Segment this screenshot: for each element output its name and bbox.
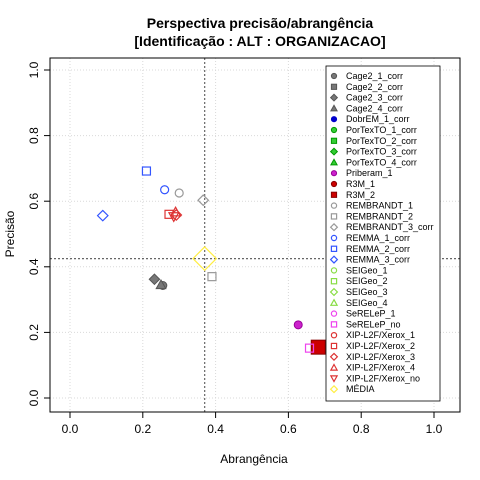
legend-symbol bbox=[330, 191, 338, 198]
x-tick-label: 0.8 bbox=[353, 422, 370, 436]
legend-symbol bbox=[330, 126, 338, 134]
legend-symbol bbox=[330, 104, 338, 112]
legend-entry: R3M_2 bbox=[346, 190, 375, 200]
chart-title: Perspectiva precisão/abrangência bbox=[147, 15, 374, 31]
point-remma-2-corr bbox=[141, 166, 152, 176]
legend-box bbox=[325, 65, 441, 402]
legend-symbol bbox=[329, 93, 339, 102]
legend-entry: REMMA_3_corr bbox=[346, 255, 410, 265]
legend-symbol bbox=[330, 202, 338, 209]
legend-entry: XIP-L2F/Xerox_no bbox=[346, 373, 420, 383]
chart-subtitle: [Identificação : ALT : ORGANIZACAO] bbox=[134, 33, 385, 49]
x-tick-label: 0.6 bbox=[280, 422, 297, 436]
legend-entry: PorTexTO_2_corr bbox=[346, 136, 417, 146]
legend-symbol bbox=[330, 234, 338, 242]
legend: Cage2_1_corrCage2_2_corrCage2_3_corrCage… bbox=[325, 65, 441, 402]
legend-entry: PorTexTO_4_corr bbox=[346, 157, 417, 167]
plot-frame bbox=[49, 57, 461, 413]
point-serelep-no bbox=[304, 343, 315, 353]
point-priberam-1 bbox=[293, 320, 303, 330]
legend-entry: SEIGeo_2 bbox=[346, 276, 388, 286]
legend-entry: REMMA_1_corr bbox=[346, 233, 410, 243]
legend-symbol bbox=[329, 287, 339, 297]
legend-symbol bbox=[330, 137, 338, 144]
point-cage2-3-corr bbox=[148, 273, 161, 286]
legend-symbol bbox=[330, 158, 338, 166]
x-axis-label: Abrangência bbox=[220, 452, 288, 466]
point-xip-l2f-xerox-4 bbox=[169, 205, 182, 217]
legend-symbol bbox=[330, 245, 338, 252]
legend-symbol bbox=[330, 116, 338, 123]
y-tick-label: 0.4 bbox=[27, 258, 41, 275]
legend-symbol bbox=[330, 342, 338, 350]
legend-symbol bbox=[330, 213, 338, 220]
y-tick-label: 0.6 bbox=[27, 193, 41, 210]
legend-entry: REMBRANDT_1 bbox=[346, 201, 413, 211]
point-xip-l2f-xerox-no bbox=[167, 212, 180, 223]
legend-entry: DobrEM_1_corr bbox=[346, 114, 410, 124]
y-axis-label: Precisão bbox=[3, 210, 17, 257]
legend-symbol bbox=[329, 375, 339, 383]
legend-symbol bbox=[329, 255, 339, 264]
y-tick-label: 1.0 bbox=[27, 61, 41, 78]
legend-entry: Cage2_4_corr bbox=[346, 103, 403, 113]
point-remma-1-corr bbox=[160, 185, 170, 195]
y-tick-label: 0.0 bbox=[27, 389, 41, 406]
legend-entry: XIP-L2F/Xerox_4 bbox=[346, 363, 415, 373]
legend-entry: REMMA_2_corr bbox=[346, 244, 410, 254]
point-remma-3-corr bbox=[96, 209, 109, 222]
legend-entry: REMBRANDT_2 bbox=[346, 211, 413, 221]
y-tick-label: 0.2 bbox=[27, 324, 41, 341]
point-xip-l2f-xerox-2 bbox=[164, 209, 174, 219]
legend-entry: SeRELeP_1 bbox=[346, 309, 396, 319]
x-tick-label: 1.0 bbox=[426, 422, 443, 436]
x-tick-label: 0.4 bbox=[207, 422, 224, 436]
legend-symbol bbox=[330, 170, 338, 177]
legend-symbol bbox=[329, 384, 339, 394]
legend-entry: PorTexTO_1_corr bbox=[346, 125, 417, 135]
legend-symbol bbox=[329, 363, 339, 371]
data-points bbox=[96, 166, 326, 355]
point-rembrandt-1 bbox=[174, 188, 184, 198]
legend-entry: R3M_1 bbox=[346, 179, 375, 189]
legend-entry: Cage2_1_corr bbox=[346, 71, 403, 81]
x-tick-label: 0.0 bbox=[62, 422, 79, 436]
legend-symbol bbox=[329, 352, 339, 362]
point-rembrandt-2 bbox=[207, 272, 217, 282]
legend-symbol bbox=[330, 267, 338, 274]
legend-entry: Priberam_1 bbox=[346, 168, 393, 178]
legend-symbol bbox=[330, 72, 338, 80]
legend-entry: MÉDIA bbox=[346, 384, 375, 394]
legend-symbol bbox=[330, 180, 338, 188]
point-cage2-4-corr bbox=[155, 279, 167, 290]
legend-entry: Cage2_2_corr bbox=[346, 82, 403, 92]
legend-entry: SeRELeP_no bbox=[346, 319, 401, 329]
legend-symbol bbox=[330, 278, 338, 285]
y-tick-label: 0.8 bbox=[27, 127, 41, 144]
legend-symbol bbox=[329, 222, 339, 232]
legend-entry: XIP-L2F/Xerox_3 bbox=[346, 352, 415, 362]
legend-symbol bbox=[330, 321, 338, 328]
point-m-dia bbox=[192, 246, 218, 272]
legend-symbol bbox=[330, 310, 338, 317]
x-tick-label: 0.2 bbox=[134, 422, 151, 436]
legend-symbol bbox=[330, 83, 338, 90]
legend-entry: REMBRANDT_3_corr bbox=[346, 222, 434, 232]
legend-entry: PorTexTO_3_corr bbox=[346, 147, 417, 157]
legend-entry: SEIGeo_1 bbox=[346, 265, 388, 275]
x-axis: 0.0 0.2 0.4 0.6 0.8 1.0 bbox=[62, 412, 443, 436]
legend-symbol bbox=[329, 147, 339, 156]
legend-entry: Cage2_3_corr bbox=[346, 93, 403, 103]
legend-entry: SEIGeo_4 bbox=[346, 298, 388, 308]
point-rembrandt-3-corr bbox=[197, 194, 210, 207]
legend-symbol bbox=[329, 298, 339, 306]
legend-entry: XIP-L2F/Xerox_1 bbox=[346, 330, 415, 340]
legend-entry: SEIGeo_3 bbox=[346, 287, 388, 297]
legend-entry: XIP-L2F/Xerox_2 bbox=[346, 341, 415, 351]
y-axis: 0.0 0.2 0.4 0.6 0.8 1.0 bbox=[27, 61, 50, 406]
point-r3m-2 bbox=[310, 339, 326, 355]
legend-symbol bbox=[330, 332, 338, 339]
